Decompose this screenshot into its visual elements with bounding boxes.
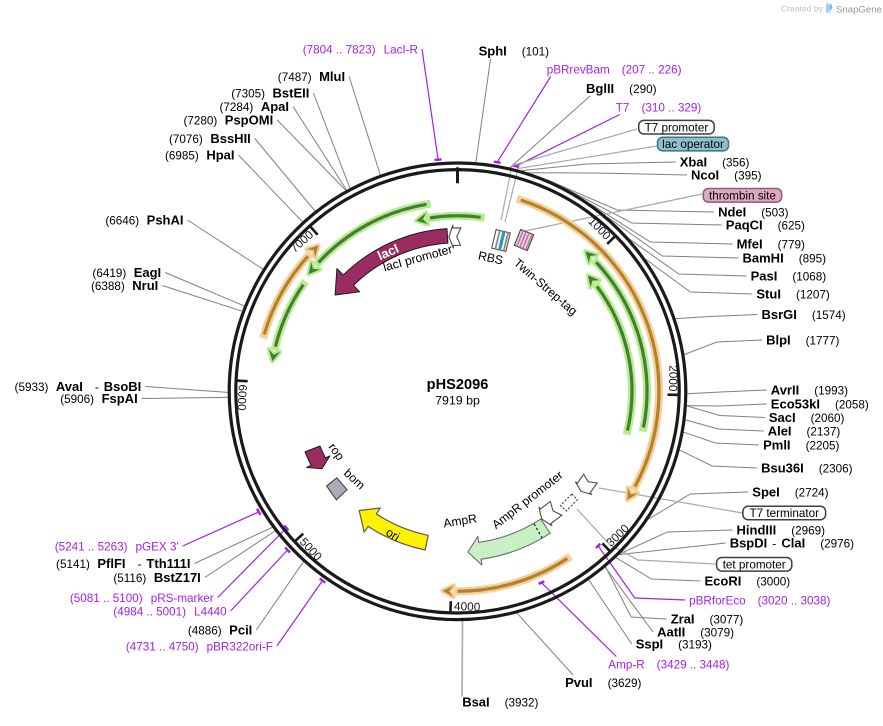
svg-text:(5081 .. 5100)pRS-marker: (5081 .. 5100)pRS-marker	[70, 592, 214, 605]
svg-text:T7 terminator: T7 terminator	[750, 507, 820, 520]
svg-text:4000: 4000	[454, 599, 481, 614]
svg-text:tet promoter: tet promoter	[723, 558, 786, 571]
svg-text:7919 bp: 7919 bp	[435, 394, 480, 408]
svg-text:(6388)NruI: (6388)NruI	[91, 278, 158, 293]
svg-text:(4886)PciI: (4886)PciI	[188, 623, 252, 638]
svg-text:Created by: Created by	[781, 4, 824, 14]
svg-text:SnapGene: SnapGene	[836, 5, 882, 16]
svg-text:(5116)BstZ17I: (5116)BstZ17I	[113, 570, 200, 585]
svg-text:(7804 .. 7823)LacI-R: (7804 .. 7823)LacI-R	[303, 44, 418, 57]
svg-text:2000: 2000	[666, 365, 680, 392]
svg-text:6000: 6000	[235, 384, 250, 411]
svg-text:(7076)BssHII: (7076)BssHII	[169, 131, 251, 146]
svg-text:pHS2096: pHS2096	[427, 377, 489, 393]
svg-text:(7487)MluI: (7487)MluI	[278, 69, 345, 84]
svg-text:lac operator: lac operator	[662, 138, 724, 151]
svg-text:BspDI- ClaI(2976): BspDI- ClaI(2976)	[730, 536, 854, 551]
svg-text:T7(310 .. 329): T7(310 .. 329)	[616, 102, 702, 115]
svg-text:pBRforEco(3020 .. 3038): pBRforEco(3020 .. 3038)	[689, 595, 830, 608]
svg-text:(4984 .. 5001)L4440: (4984 .. 5001)L4440	[113, 606, 227, 619]
svg-text:(5241 .. 5263)pGEX 3': (5241 .. 5263)pGEX 3'	[55, 541, 179, 554]
svg-text:T7 promoter: T7 promoter	[645, 121, 709, 134]
svg-text:thrombin site: thrombin site	[709, 189, 776, 202]
svg-text:(5141)PflFI-Tth111I: (5141)PflFI-Tth111I	[56, 556, 190, 571]
svg-text:(7280)PspOMI: (7280)PspOMI	[183, 113, 273, 128]
svg-text:Amp-R(3429 .. 3448): Amp-R(3429 .. 3448)	[608, 659, 729, 672]
